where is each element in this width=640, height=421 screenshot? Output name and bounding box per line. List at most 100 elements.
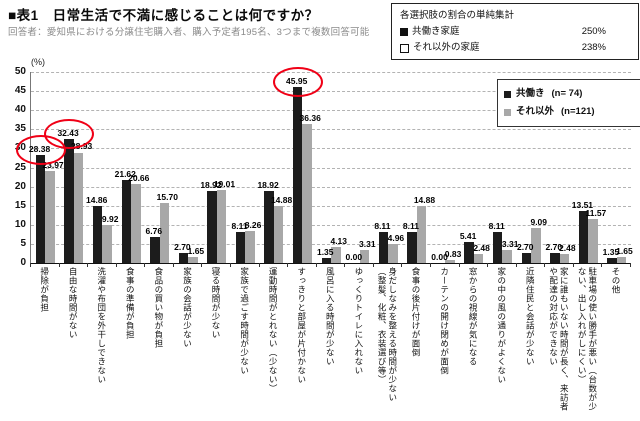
- summary-heading: 各選択肢の割合の単純集計: [400, 10, 515, 21]
- x-axis-tick: [172, 263, 174, 267]
- category-label: 寝る時間が少ない: [198, 267, 233, 419]
- bar-value-label: 18.92: [257, 179, 279, 190]
- bar-value-label: 1.35: [602, 246, 620, 257]
- category-label: 近隣住民と会話が少ない: [513, 267, 548, 419]
- bar-value-label: 23.97: [42, 160, 64, 171]
- bar-other: [388, 244, 398, 263]
- summary-value: 238%: [581, 42, 606, 54]
- category-label: ゆっくりトイレに入れない: [341, 267, 376, 419]
- bar-dual-income: [64, 139, 74, 263]
- x-axis-tick: [58, 263, 60, 267]
- category-label-text: 食品の買い物が負担: [153, 267, 164, 348]
- category-label-text: 家族で過ごす時間が少ない: [239, 267, 250, 375]
- bar-value-label: 8.11: [488, 221, 505, 232]
- bar-dual-income: [292, 87, 303, 263]
- category-label-text: 身だしなみを整える時間が少ない（整髪、化粧、衣装選び等）: [377, 267, 398, 402]
- category-label: すっきりと部屋が片付かない: [284, 267, 319, 419]
- bar-other: [188, 256, 198, 263]
- highlight-ellipse: [272, 67, 323, 98]
- category-label: 自由な時間がない: [56, 267, 91, 419]
- y-axis-tick-label: 5: [20, 237, 26, 249]
- bar-dual-income: [235, 232, 246, 263]
- legend-label: それ以外: [516, 106, 555, 118]
- y-axis-tick-label: 25: [14, 161, 26, 173]
- category-label-text: すっきりと部屋が片付かない: [296, 267, 307, 384]
- category-label: 家に誰もいない時間が長く、来訪者や配達の対応ができない: [541, 267, 576, 419]
- gridline: [31, 91, 631, 93]
- open-square-icon: [400, 43, 409, 53]
- bar-dual-income: [378, 232, 389, 263]
- bar-other: [73, 152, 84, 263]
- bar-dual-income: [578, 211, 589, 263]
- plot-area: 28.38 32.43 14.86 21.62 6.76 2.70 18.92 8.11 18.…: [29, 72, 633, 264]
- category-label: 食事の後片付けが面倒: [398, 267, 433, 419]
- y-axis-tick-label: 15: [14, 199, 26, 211]
- bar-value-label: 4.13: [330, 236, 348, 247]
- summary-row-dual-income: 共働き家庭 250%: [400, 24, 632, 40]
- category-label-text: カーテンの開け閉めが面倒: [439, 267, 450, 375]
- summary-box: 各選択肢の割合の単純集計 共働き家庭 250% それ以外の家庭 238%: [391, 3, 639, 61]
- summary-row-other: それ以外の家庭 238%: [400, 40, 632, 56]
- bar-value-label: 3.31: [501, 239, 519, 250]
- bar-dual-income: [35, 154, 46, 263]
- x-axis-tick: [401, 263, 403, 267]
- x-axis-tick: [544, 263, 546, 267]
- summary-value: 250%: [581, 26, 606, 38]
- bar-value-label: 19.01: [213, 179, 236, 190]
- bar-other: [531, 228, 541, 263]
- legend-label: 共働き: [516, 88, 545, 99]
- bar-other: [359, 250, 370, 263]
- gridline: [31, 148, 631, 150]
- bar-value-label: 13.51: [571, 200, 594, 211]
- bar-value-label: 6.76: [145, 226, 163, 237]
- bar-other: [416, 206, 427, 263]
- category-label: 家族で過ごす時間が少ない: [227, 267, 262, 419]
- bar-other: [616, 256, 627, 263]
- legend-count: (n= 74): [551, 88, 583, 99]
- bar-value-label: 0.00: [345, 252, 363, 262]
- bar-value-label: 8.11: [402, 221, 419, 232]
- category-label-text: 家族の会話が少ない: [182, 267, 193, 348]
- highlight-ellipse: [44, 119, 95, 150]
- bar-value-label: 11.57: [585, 207, 607, 218]
- gridline: [31, 224, 631, 226]
- bar-value-label: 4.96: [387, 233, 405, 244]
- gridline: [31, 243, 631, 245]
- filled-square-icon: [400, 28, 408, 37]
- bar-value-label: 0.00: [431, 252, 448, 262]
- x-axis-tick: [87, 263, 89, 267]
- category-label: その他: [598, 267, 633, 419]
- x-axis-tick: [430, 263, 431, 267]
- legend-count: (n=121): [561, 106, 595, 118]
- bar-other: [559, 253, 570, 263]
- legend-item-other: それ以外 (n=121): [504, 103, 634, 121]
- bar-value-label: 1.35: [316, 246, 334, 257]
- bar-value-label: 1.65: [616, 245, 633, 256]
- bar-value-label: 2.70: [545, 241, 563, 252]
- bar-value-label: 3.31: [359, 239, 376, 250]
- bar-other: [273, 206, 284, 263]
- category-label: 洗濯や布団を外干しできない: [84, 267, 119, 419]
- bar-other: [473, 253, 484, 263]
- bar-other: [502, 250, 512, 263]
- gridline: [31, 129, 631, 131]
- category-label: カーテンの開け閉めが面倒: [427, 267, 462, 419]
- gridline: [31, 205, 631, 207]
- bar-dual-income: [321, 257, 331, 263]
- y-axis-tick-label: 35: [14, 123, 26, 135]
- bar-other: [302, 124, 312, 263]
- bar-value-label: 1.65: [187, 245, 205, 256]
- bar-other: [331, 247, 341, 263]
- category-label: 食事の準備が負担: [113, 267, 148, 419]
- y-axis-unit-label: (%): [31, 57, 45, 67]
- category-label: 窓からの視線が気になる: [456, 267, 491, 419]
- highlight-ellipse: [15, 134, 66, 165]
- category-label: 食品の買い物が負担: [141, 267, 176, 419]
- category-label-text: ゆっくりトイレに入れない: [353, 267, 364, 375]
- gridline: [31, 72, 631, 73]
- x-axis-tick: [372, 263, 374, 267]
- gridline: [31, 110, 631, 112]
- y-axis-tick-label: 45: [14, 85, 26, 97]
- bar-value-label: 2.70: [516, 241, 534, 252]
